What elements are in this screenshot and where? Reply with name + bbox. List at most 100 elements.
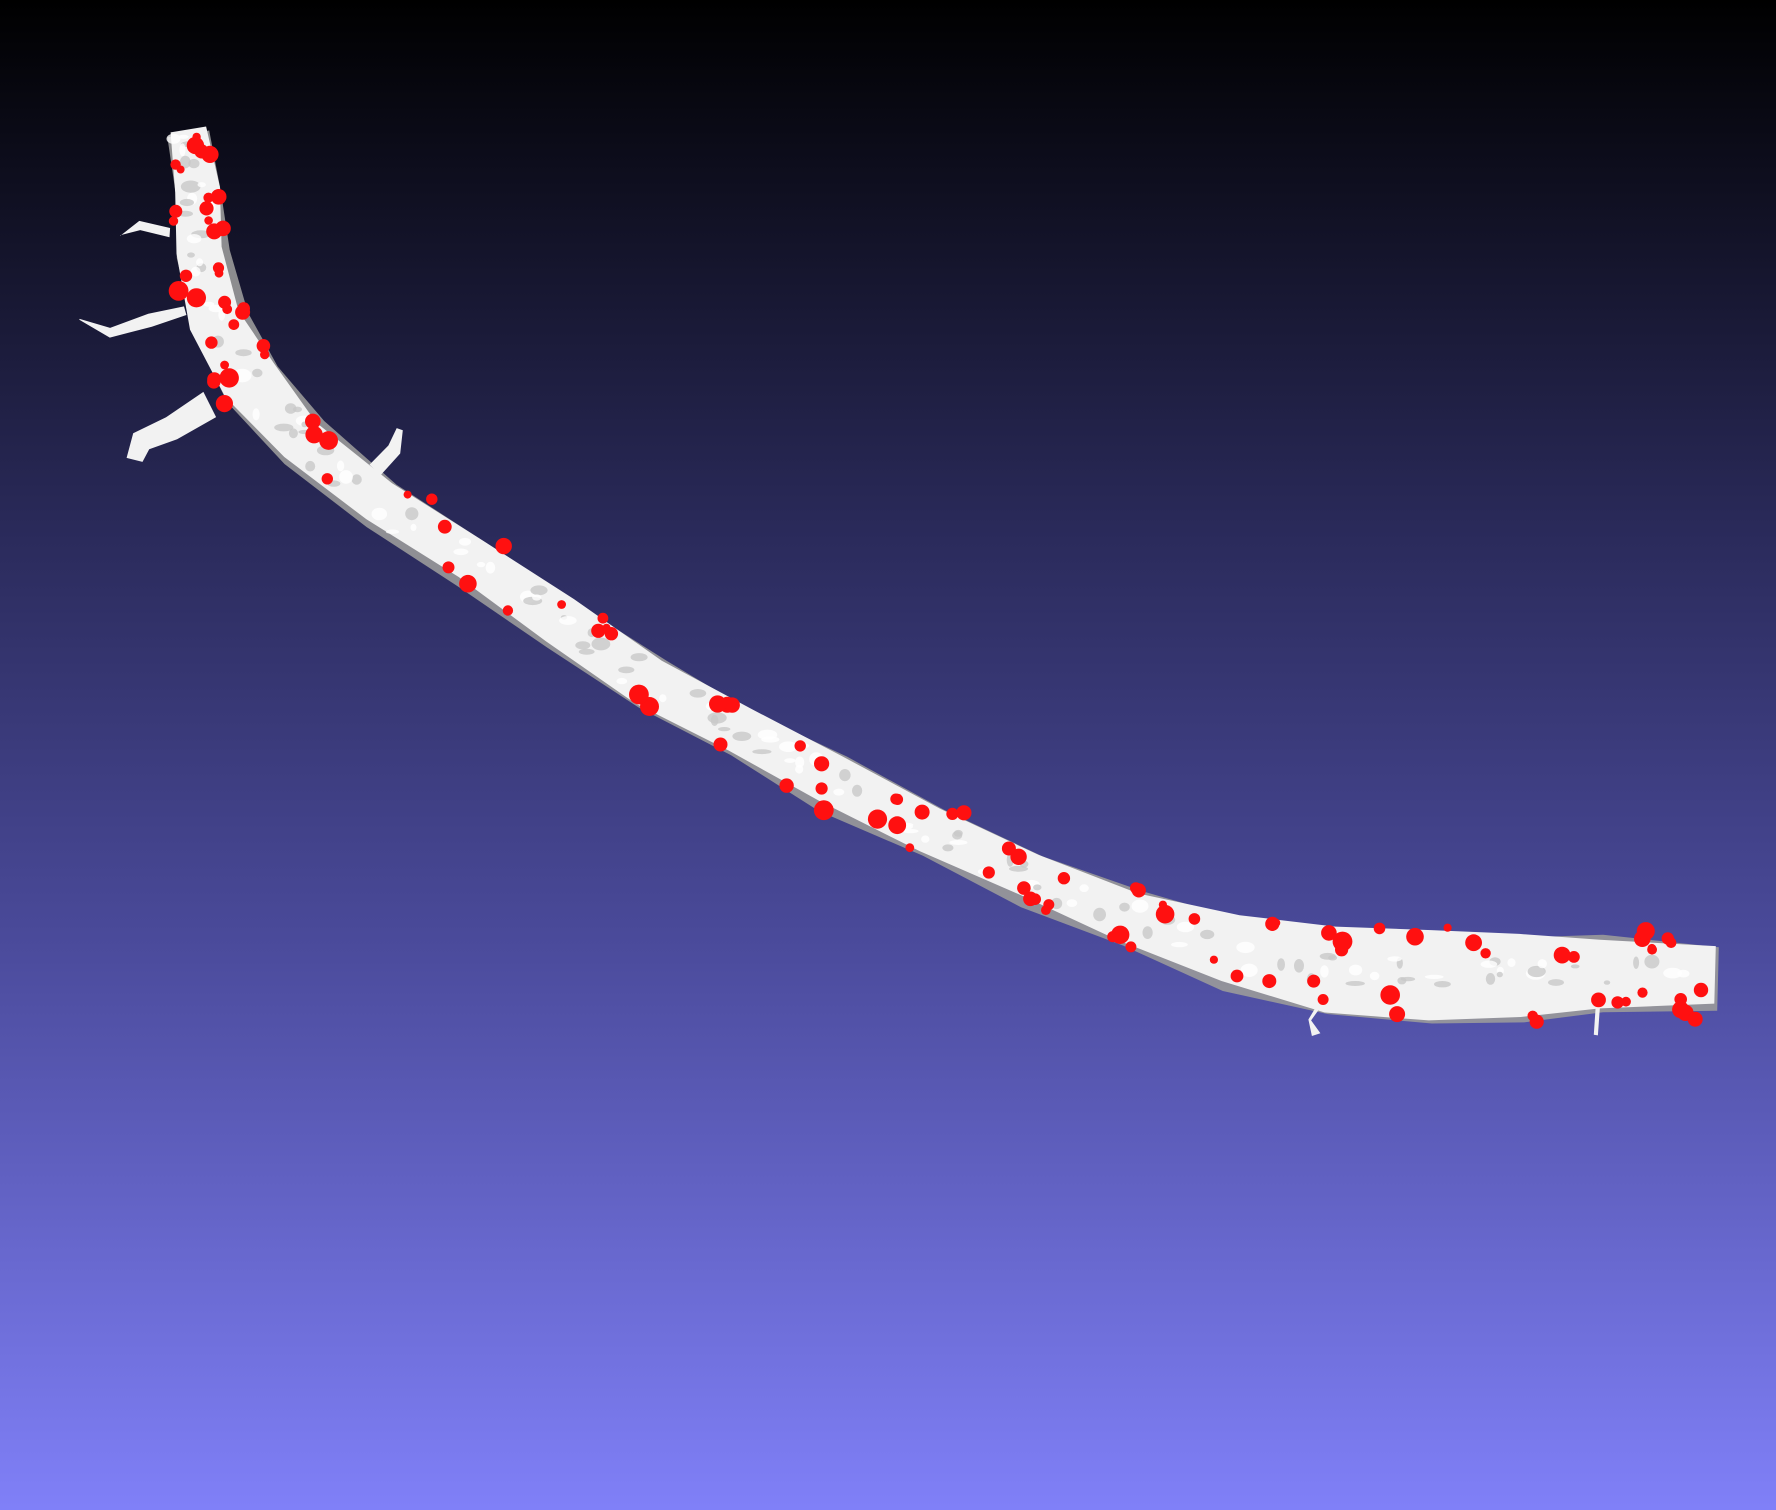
spine-marker <box>210 189 227 205</box>
surface-texture <box>186 234 202 244</box>
surface-texture <box>1277 958 1285 971</box>
spine-marker <box>321 473 333 485</box>
spine-marker <box>1111 925 1130 944</box>
surface-texture <box>410 523 417 532</box>
surface-texture <box>779 741 798 752</box>
spine-marker <box>1041 905 1051 915</box>
surface-texture <box>1424 974 1444 980</box>
spine-marker <box>186 288 206 308</box>
spine-marker <box>207 375 221 389</box>
surface-texture <box>203 301 215 307</box>
spine-marker <box>1130 882 1142 894</box>
surface-texture <box>179 155 191 169</box>
surface-texture <box>453 548 469 556</box>
surface-texture <box>852 784 863 797</box>
surface-texture <box>485 561 496 574</box>
spine-marker <box>1188 913 1201 925</box>
surface-texture <box>1033 884 1042 891</box>
spine-marker <box>1373 922 1386 935</box>
surface-texture <box>942 844 954 852</box>
surface-texture <box>761 736 780 743</box>
surface-texture <box>1348 964 1363 976</box>
spine-marker <box>176 165 185 174</box>
spine-marker <box>815 782 828 795</box>
surface-texture <box>1171 941 1188 948</box>
dendrite-branch <box>1582 974 1601 1036</box>
surface-texture <box>179 143 186 157</box>
surface-texture <box>188 158 200 169</box>
surface-texture <box>953 829 963 837</box>
spine-marker <box>1272 918 1281 927</box>
surface-texture <box>949 840 968 845</box>
spine-marker <box>212 262 225 274</box>
spine-marker <box>1380 985 1400 1005</box>
spine-marker <box>179 269 193 282</box>
spine-marker <box>305 413 321 430</box>
surface-texture <box>575 641 591 650</box>
spine-marker <box>1307 974 1321 988</box>
spine-marker <box>1693 982 1709 998</box>
surface-texture <box>616 677 628 685</box>
spine-markers <box>168 132 1709 1029</box>
spine-marker <box>495 537 512 555</box>
surface-texture <box>190 266 201 277</box>
spine-marker <box>1158 900 1167 909</box>
spine-marker <box>204 216 213 225</box>
surface-texture <box>274 423 294 432</box>
surface-texture <box>659 694 667 703</box>
spine-marker <box>1321 925 1337 941</box>
spine-marker <box>1029 893 1041 905</box>
spine-marker <box>1661 932 1675 945</box>
spine-marker <box>1674 993 1687 1006</box>
surface-texture <box>1240 963 1258 977</box>
surface-texture <box>187 252 195 258</box>
surface-texture <box>833 788 845 796</box>
spine-marker <box>779 778 794 793</box>
surface-texture <box>1236 941 1255 954</box>
surface-texture <box>710 714 719 727</box>
spine-marker <box>1637 987 1648 998</box>
surface-texture <box>1537 959 1548 969</box>
spine-marker <box>1057 872 1071 885</box>
surface-texture <box>1079 884 1089 893</box>
spine-marker <box>403 490 412 499</box>
spine-marker <box>905 843 915 853</box>
dendrite-branch <box>1308 988 1332 1036</box>
surface-texture <box>795 764 804 774</box>
spine-marker <box>168 281 189 301</box>
surface-texture <box>196 258 204 267</box>
surface-texture <box>1507 958 1516 967</box>
surface-texture <box>1480 960 1498 968</box>
surface-texture <box>921 835 930 843</box>
spine-marker <box>1465 934 1482 952</box>
surface-texture <box>1345 981 1365 986</box>
surface-texture <box>252 408 260 421</box>
surface-texture <box>385 529 400 534</box>
surface-texture <box>458 537 472 546</box>
spine-marker <box>1209 955 1218 964</box>
spine-marker <box>1687 1011 1703 1027</box>
spine-marker <box>215 395 233 413</box>
dendrite-branch <box>120 220 171 238</box>
surface-texture <box>178 134 189 139</box>
surface-texture <box>1434 981 1451 988</box>
spine-marker <box>867 809 888 829</box>
spine-marker <box>459 574 477 593</box>
surface-texture <box>752 749 772 755</box>
dendrite-branch <box>126 391 217 462</box>
spine-marker <box>205 336 218 349</box>
surface-texture <box>339 470 353 484</box>
surface-texture <box>1527 965 1546 978</box>
spine-marker <box>1317 994 1329 1005</box>
surface-texture <box>197 182 206 188</box>
surface-texture <box>530 585 548 596</box>
surface-texture <box>351 474 362 485</box>
surface-texture <box>1142 926 1153 939</box>
surface-texture <box>1644 954 1660 969</box>
surface-texture <box>689 689 707 698</box>
spine-marker <box>426 493 438 505</box>
surface-texture <box>1093 907 1106 922</box>
surface-texture <box>1369 971 1380 981</box>
spine-marker <box>437 519 452 534</box>
